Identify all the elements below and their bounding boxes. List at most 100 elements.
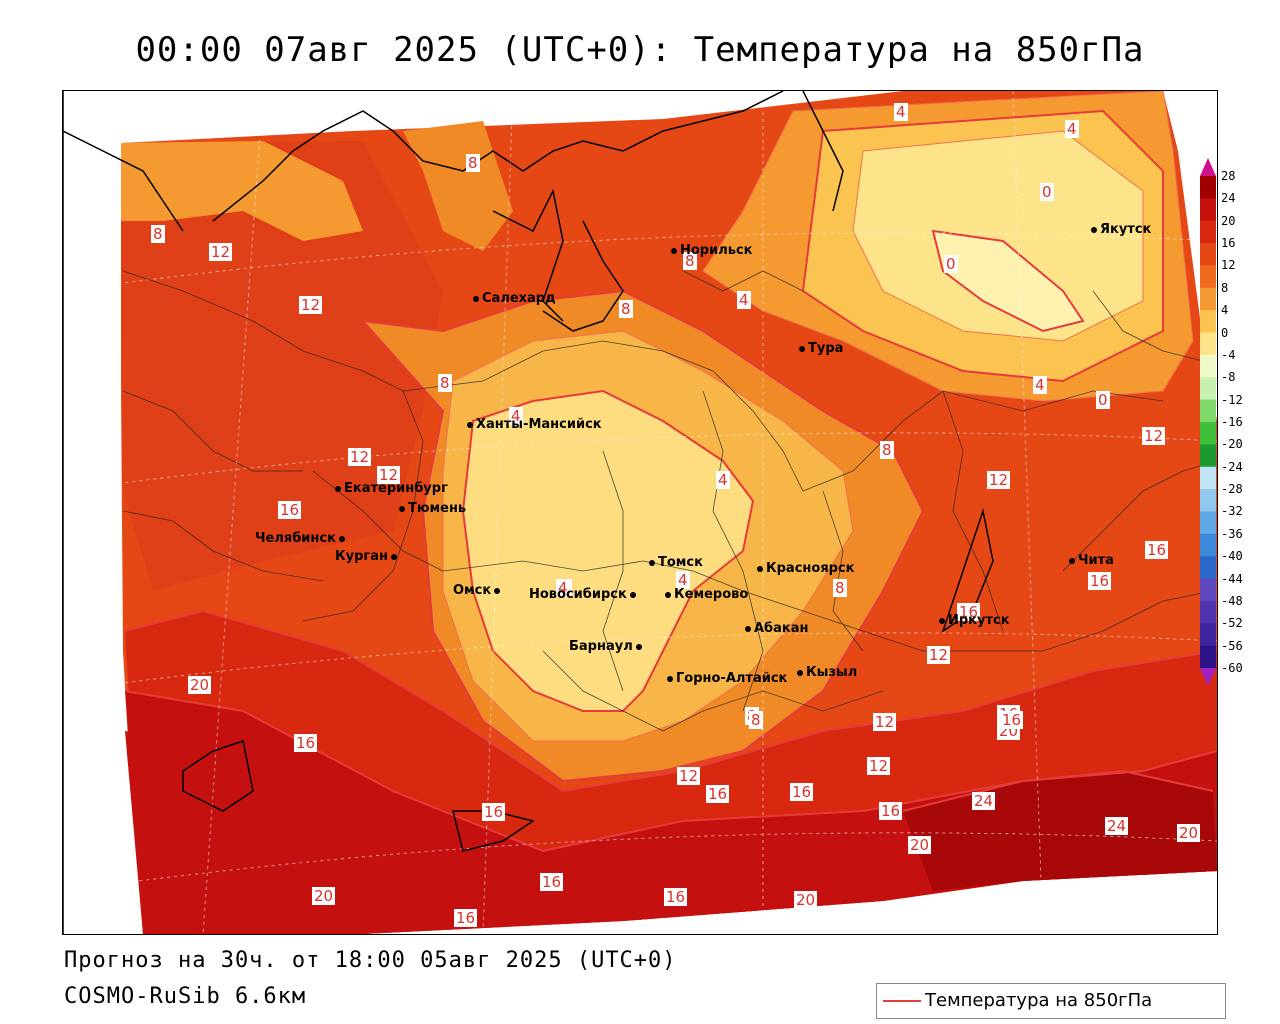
contour-label: 20 <box>188 676 212 694</box>
colorbar-tick-label: -36 <box>1221 526 1243 541</box>
city-chita: Чита <box>1069 553 1114 568</box>
city-kyzyl: Кызыл <box>797 665 857 680</box>
colorbar-tick-label: -24 <box>1221 459 1243 474</box>
city-barnaul: Барнаул <box>569 639 645 654</box>
contour-label: 4 <box>894 103 908 121</box>
legend-label: Температура на 850гПа <box>925 990 1153 1011</box>
colorbar-swatch <box>1200 310 1216 334</box>
contour-label: 8 <box>466 154 480 172</box>
city-yekaterinburg: Екатеринбург <box>335 481 448 496</box>
city-dot <box>635 643 642 650</box>
city-name: Красноярск <box>766 561 855 576</box>
city-name: Ханты-Мансийск <box>476 417 602 432</box>
model-name: COSMO-RuSib 6.6км <box>64 984 307 1009</box>
contour-label: 16 <box>879 802 903 820</box>
contour-label: 16 <box>278 501 302 519</box>
city-name: Иркутск <box>948 613 1010 628</box>
colorbar-swatch <box>1200 265 1216 289</box>
contour-label: 12 <box>377 466 401 484</box>
colorbar-tick-label: -4 <box>1221 347 1236 362</box>
colorbar-tick-label: -48 <box>1221 593 1243 608</box>
city-yakutsk: Якутск <box>1091 222 1151 237</box>
city-dot <box>649 559 655 566</box>
colorbar-swatch <box>1200 533 1216 557</box>
city-name: Томск <box>658 555 703 570</box>
contour-label: 16 <box>706 785 730 803</box>
colorbar-swatch <box>1200 600 1216 624</box>
colorbar-tick-label: -16 <box>1221 415 1243 429</box>
city-dot <box>390 553 397 560</box>
city-dot <box>939 617 945 624</box>
colorbar-tick-label: -8 <box>1221 370 1236 385</box>
forecast-info: Прогноз на 30ч. от 18:00 05авг 2025 (UTC… <box>64 948 677 973</box>
contour-label: 20 <box>794 891 818 909</box>
contour-label: 12 <box>348 448 372 466</box>
colorbar-tick-label: -12 <box>1221 392 1243 407</box>
city-name: Якутск <box>1100 222 1152 237</box>
city-gorno-altaysk: Горно-Алтайск <box>667 671 787 686</box>
map-panel: 4 4 8 0 0 8 12 12 8 8 4 4 0 4 8 8 12 12 … <box>62 90 1218 935</box>
contour-label: 4 <box>676 571 690 589</box>
colorbar-tick-label: 0 <box>1221 325 1229 340</box>
contour-label: 16 <box>957 603 981 621</box>
colorbar-bottom-arrow <box>1200 668 1216 686</box>
colorbar-tick-label: 16 <box>1221 236 1236 251</box>
colorbar-swatch <box>1200 645 1216 669</box>
city-dot <box>494 587 501 594</box>
colorbar-swatch <box>1200 578 1216 602</box>
colorbar-tick-label: -32 <box>1221 504 1243 519</box>
contour-label: 16 <box>294 734 318 752</box>
city-name: Тура <box>808 341 844 356</box>
contour-label: 16 <box>454 909 478 927</box>
contour-label: 16 <box>1145 541 1169 559</box>
colorbar-tick-label: 8 <box>1221 280 1229 295</box>
colorbar-swatch <box>1200 176 1216 199</box>
colorbar-swatch <box>1200 623 1216 647</box>
city-name: Барнаул <box>569 639 633 654</box>
colorbar-swatch <box>1200 444 1216 468</box>
city-name: Абакан <box>754 621 809 636</box>
temperature-field <box>63 91 1217 934</box>
city-dot <box>399 505 405 512</box>
colorbar-swatch <box>1200 422 1216 445</box>
colorbar-top-arrow <box>1200 158 1216 176</box>
colorbar-tick-label: -52 <box>1221 616 1243 631</box>
city-name: Кызыл <box>806 665 858 680</box>
city-name: Курган <box>335 549 388 564</box>
city-dot <box>667 675 673 682</box>
city-kemerovo: Кемерово <box>665 587 748 602</box>
contour-label: 8 <box>438 374 452 392</box>
city-kurgan: Курган <box>335 549 400 564</box>
contour-label: 20 <box>908 836 932 854</box>
colorbar-tick-label: 4 <box>1221 303 1229 318</box>
legend-line-swatch <box>883 1000 921 1002</box>
city-name: Челябинск <box>255 531 336 546</box>
city-irkutsk: Иркутск <box>939 613 1010 628</box>
city-dot <box>629 591 636 598</box>
city-name: Горно-Алтайск <box>676 671 788 686</box>
contour-label: 12 <box>927 646 951 664</box>
colorbar-tick-label: 12 <box>1221 258 1236 273</box>
map-title: 00:00 07авг 2025 (UTC+0): Температура на… <box>135 30 1145 70</box>
colorbar-tick-label: 20 <box>1221 213 1236 228</box>
contour-label: 8 <box>619 300 633 318</box>
contour-label: 12 <box>873 713 897 731</box>
contour-label: 4 <box>556 579 570 597</box>
colorbar-swatch <box>1200 243 1216 266</box>
contour-label: 16 <box>664 888 688 906</box>
city-dot <box>338 535 345 542</box>
city-dot <box>467 421 473 428</box>
colorbar-tick-label: 24 <box>1221 191 1236 206</box>
contour-label: 16 <box>482 803 506 821</box>
colorbar-swatch <box>1200 354 1216 378</box>
city-dot <box>797 669 803 676</box>
contour-label: 16 <box>540 873 564 891</box>
contour-label: 24 <box>1105 817 1129 835</box>
city-name: Омск <box>453 583 492 598</box>
colorbar-swatch <box>1200 511 1216 535</box>
city-dot <box>757 565 763 572</box>
contour-label: 16 <box>790 783 814 801</box>
city-salekhard: Салехард <box>473 291 556 306</box>
city-dot <box>671 247 677 254</box>
colorbar-swatch <box>1200 466 1216 490</box>
